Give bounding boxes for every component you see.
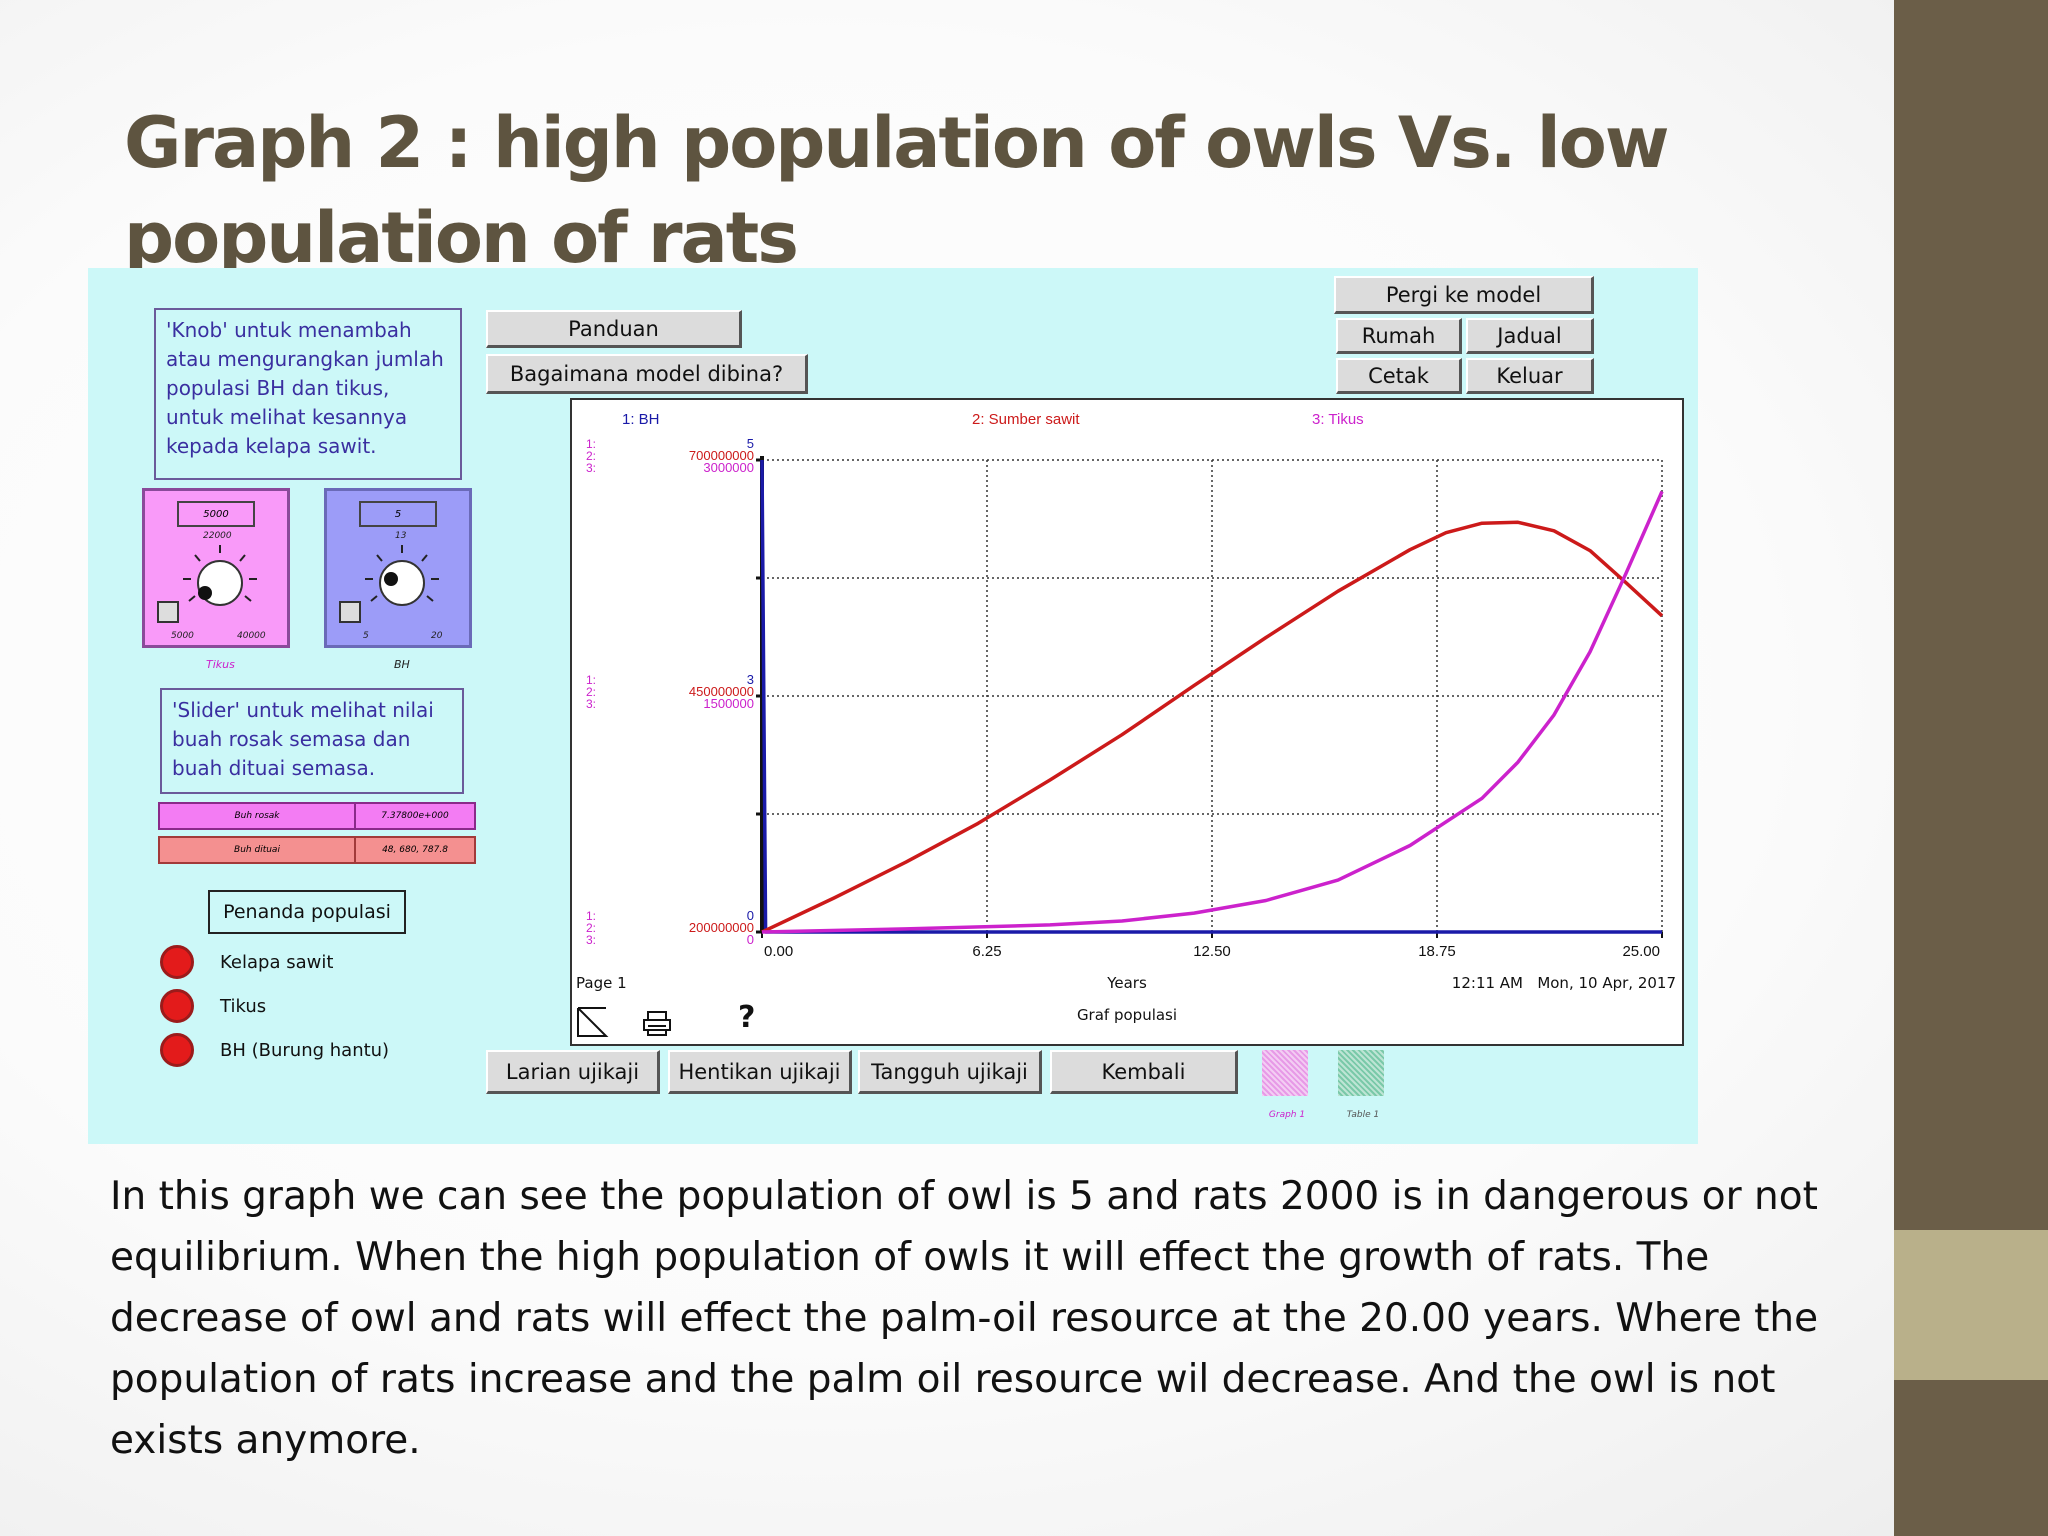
graph-date: Mon, 10 Apr, 2017: [1537, 974, 1676, 992]
table-swatch-label: Table 1: [1346, 1110, 1380, 1120]
indicator-tikus: Tikus: [160, 989, 400, 1023]
stella-app-window: 'Knob' untuk menambah atau mengurangkan …: [88, 268, 1698, 1144]
knob-bh[interactable]: 5 13 5 20: [324, 488, 472, 648]
led-icon: [160, 945, 194, 979]
x-tick-label: 18.75: [1418, 943, 1456, 960]
knob-note: 'Knob' untuk menambah atau mengurangkan …: [154, 308, 462, 480]
rumah-button[interactable]: Rumah: [1336, 318, 1462, 354]
knob-tikus[interactable]: 5000 22000 5000 40000: [142, 488, 290, 648]
graph-time: 12:11 AM: [1451, 974, 1523, 992]
slider-buah-rosak-label: Buh rosak: [160, 804, 356, 828]
indicator-label: Tikus: [220, 995, 267, 1017]
indicator-kelapa-sawit: Kelapa sawit: [160, 945, 400, 979]
y-tick-label: 700000000: [689, 448, 754, 463]
graph-pad: 0.00 6.25 12.50 18.75 25.00 5 1: 700000000 2: 300…: [570, 398, 1684, 1046]
jadual-button[interactable]: Jadual: [1466, 318, 1594, 354]
y-axis-prefix: 1:: [586, 437, 596, 451]
knob-tikus-min: 5000: [171, 631, 194, 641]
y-tick-label: 3: [747, 672, 754, 687]
slide-body-text: In this graph we can see the population …: [110, 1174, 1819, 1463]
y-tick-label: 200000000: [689, 920, 754, 935]
y-axis-prefix: 2:: [586, 449, 596, 463]
led-icon: [160, 1033, 194, 1067]
indicator-bh: BH (Burung hantu): [160, 1033, 400, 1067]
y-tick-label: 0: [747, 932, 754, 947]
dial-icon: [365, 545, 439, 606]
graph-swatch-label: Graph 1: [1268, 1110, 1306, 1120]
graph-caption: Graf populasi: [1076, 1006, 1178, 1024]
tangguh-ujikaji-button[interactable]: Tangguh ujikaji: [858, 1050, 1042, 1094]
kembali-button[interactable]: Kembali: [1050, 1050, 1238, 1094]
graph-page-label: Page 1: [576, 974, 627, 992]
y-axis-prefix: 3:: [586, 461, 596, 475]
slider-buah-rosak[interactable]: Buh rosak 7.37800e+000: [158, 802, 476, 830]
graph-xlabel: Years: [1107, 974, 1147, 992]
knob-bh-max: 20: [431, 631, 443, 641]
y-tick-label: 3000000: [703, 460, 754, 475]
slider-buah-rosak-value: 7.37800e+000: [381, 811, 449, 821]
table-swatch[interactable]: [1338, 1050, 1384, 1096]
knob-tikus-value: 5000: [177, 501, 255, 527]
knob-bh-current: 13: [395, 531, 407, 541]
knob-lock-icon[interactable]: [339, 601, 361, 623]
x-tick-label: 25.00: [1622, 943, 1660, 960]
y-tick-label: 0: [747, 908, 754, 923]
page-corner-icon[interactable]: [576, 1006, 610, 1038]
slider-buah-dituai[interactable]: Buh dituai 48, 680, 787.8: [158, 836, 476, 864]
y-tick-label: 1500000: [703, 696, 754, 711]
knob-bh-value: 5: [359, 501, 437, 527]
indicator-label: BH (Burung hantu): [220, 1039, 390, 1061]
graph-swatch[interactable]: [1262, 1050, 1308, 1096]
x-tick-label: 6.25: [972, 943, 1001, 960]
series-line-2: [761, 520, 1664, 934]
keluar-button[interactable]: Keluar: [1466, 358, 1594, 394]
knob-bh-min: 5: [363, 631, 369, 641]
graph-timestamp: 12:11 AM Mon, 10 Apr, 2017: [1452, 974, 1676, 992]
knob-lock-icon[interactable]: [157, 601, 179, 623]
knob-tikus-current: 22000: [203, 531, 232, 541]
y-axis-prefix: 2:: [586, 685, 596, 699]
y-axis-prefix: 3:: [586, 697, 596, 711]
y-axis-prefix: 2:: [586, 921, 596, 935]
slide-band-light: [1894, 1230, 2048, 1380]
knob-bh-label: BH: [394, 658, 410, 671]
panduan-button[interactable]: Panduan: [486, 310, 742, 348]
indicator-title: Penanda populasi: [208, 890, 406, 934]
slider-buah-dituai-value: 48, 680, 787.8: [382, 845, 448, 855]
y-axis-prefix: 3:: [586, 933, 596, 947]
indicator-label: Kelapa sawit: [220, 951, 334, 973]
slide-band-dark: [1894, 0, 2048, 1230]
y-axis-prefix: 1:: [586, 673, 596, 687]
y-axis-prefix: 1:: [586, 909, 596, 923]
series-line-1: [760, 459, 1662, 934]
knob-tikus-label: Tikus: [206, 658, 235, 671]
series-line-3: [761, 490, 1664, 934]
slide-title: Graph 2 : high population of owls Vs. lo…: [124, 102, 1669, 279]
knob-tikus-max: 40000: [237, 631, 266, 641]
dial-icon: [183, 545, 257, 606]
cetak-button[interactable]: Cetak: [1336, 358, 1462, 394]
pergi-ke-model-button[interactable]: Pergi ke model: [1334, 276, 1594, 314]
bagaimana-button[interactable]: Bagaimana model dibina?: [486, 354, 808, 394]
hentikan-ujikaji-button[interactable]: Hentikan ujikaji: [668, 1050, 852, 1094]
larian-ujikaji-button[interactable]: Larian ujikaji: [486, 1050, 660, 1094]
y-tick-label: 5: [747, 436, 754, 451]
legend-entry: 1: BH: [622, 411, 660, 428]
slide-band-dark-bottom: [1894, 1380, 2048, 1536]
population-chart: 0.00 6.25 12.50 18.75 25.0051:7000000002:300…: [586, 411, 1664, 960]
legend-entry: 2: Sumber sawit: [972, 411, 1080, 428]
led-icon: [160, 989, 194, 1023]
printer-icon[interactable]: [642, 1010, 672, 1036]
y-tick-label: 450000000: [689, 684, 754, 699]
x-tick-label: 12.50: [1193, 943, 1231, 960]
legend-entry: 3: Tikus: [1312, 411, 1364, 428]
x-tick-label: 0.00: [764, 943, 793, 960]
help-icon[interactable]: ?: [738, 1000, 756, 1035]
slider-note: 'Slider' untuk melihat nilai buah rosak …: [160, 688, 464, 794]
slider-buah-dituai-label: Buh dituai: [160, 838, 356, 862]
